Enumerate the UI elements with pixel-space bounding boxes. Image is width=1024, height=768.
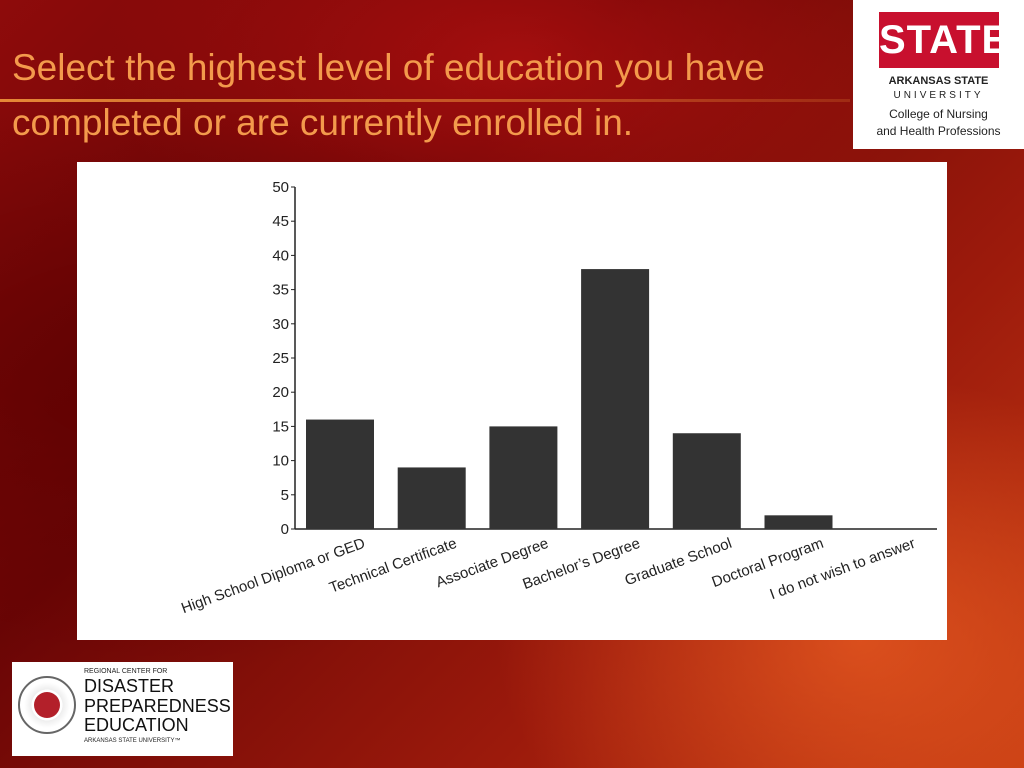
logo-college-line2: and Health Professions	[876, 124, 1001, 138]
bottom-logo-line5: ARKANSAS STATE UNIVERSITY™	[84, 738, 181, 744]
y-tick-label: 5	[281, 487, 289, 504]
y-tick-label: 0	[281, 521, 289, 538]
y-tick-label: 30	[272, 316, 289, 333]
bottom-logo-line4: EDUCATION	[84, 715, 189, 735]
bar	[764, 515, 833, 529]
bottom-logo-line2: DISASTER	[84, 676, 175, 696]
title-underline	[0, 99, 850, 102]
arkansas-state-logo: STATE ARKANSAS STATE UNIVERSITY College …	[853, 0, 1024, 149]
y-tick-label: 15	[272, 418, 289, 435]
bottom-logo-line3: PREPAREDNESS	[84, 696, 231, 716]
bar	[397, 467, 466, 529]
bar	[489, 426, 558, 529]
bar	[306, 419, 374, 529]
logo-university-name: ARKANSAS STATE	[888, 75, 989, 87]
seal-icon	[18, 676, 76, 734]
bottom-logo-line1: REGIONAL CENTER FOR	[84, 668, 168, 675]
bar	[672, 433, 741, 529]
slide-title: Select the highest level of education yo…	[12, 47, 765, 143]
chart-panel: 0 5 10 15 20 25 30 35 40 45 50 High School Diploma …	[77, 162, 947, 640]
y-tick-label: 45	[272, 213, 289, 230]
y-tick-label: 50	[272, 179, 289, 196]
logo-college-line1: College of Nursing	[889, 107, 988, 121]
logo-university-label: UNIVERSITY	[893, 90, 984, 101]
y-tick-label: 20	[272, 384, 289, 401]
y-tick-label: 40	[272, 247, 289, 264]
bar	[581, 269, 650, 529]
y-tick-label: 10	[272, 453, 289, 470]
y-tick-label: 35	[272, 282, 289, 299]
disaster-preparedness-logo: REGIONAL CENTER FOR DISASTER PREPAREDNES…	[12, 662, 233, 756]
state-wordmark: STATE	[879, 12, 1008, 68]
y-tick-label: 25	[272, 350, 289, 367]
